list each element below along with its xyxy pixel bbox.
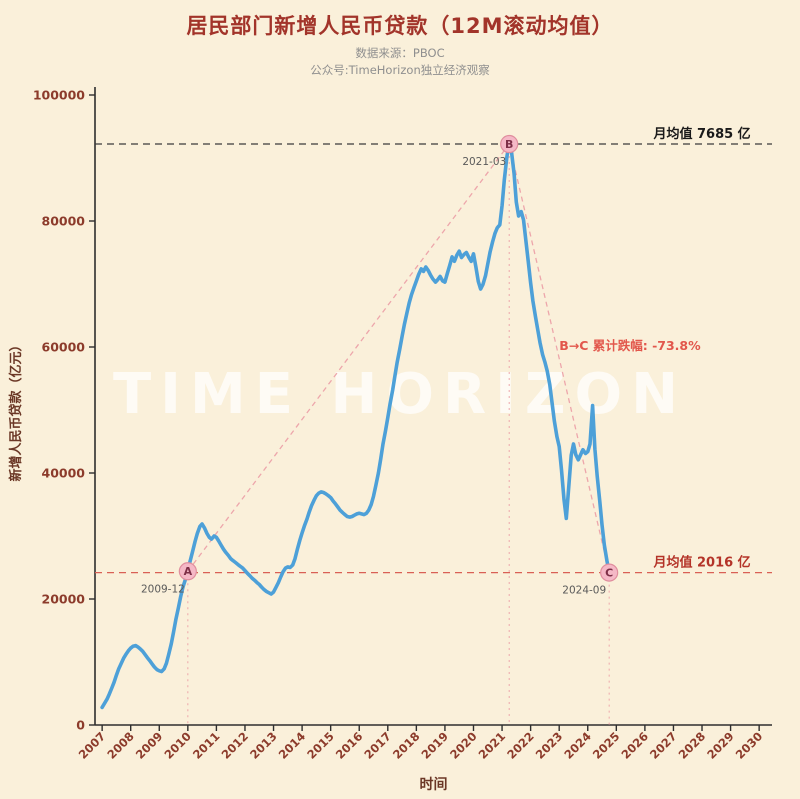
chart-svg: 0200004000060000800001000002007200820092… — [8, 87, 772, 793]
svg-text:2028: 2028 — [676, 730, 709, 763]
svg-text:2018: 2018 — [390, 730, 423, 763]
svg-text:2016: 2016 — [333, 730, 366, 763]
svg-text:B→C 累计跌幅: -73.8%: B→C 累计跌幅: -73.8% — [559, 338, 701, 353]
svg-text:月均值 7685 亿: 月均值 7685 亿 — [652, 126, 750, 142]
svg-text:40000: 40000 — [42, 466, 86, 481]
svg-text:2013: 2013 — [247, 730, 280, 763]
series-line-group — [100, 142, 611, 710]
svg-text:时间: 时间 — [420, 776, 448, 793]
axes-group: 0200004000060000800001000002007200820092… — [8, 87, 772, 793]
trend-lines-group — [187, 143, 610, 574]
svg-text:2024: 2024 — [561, 730, 594, 763]
svg-text:2029: 2029 — [704, 730, 737, 763]
svg-text:月均值 2016 亿: 月均值 2016 亿 — [652, 555, 750, 571]
svg-text:2019: 2019 — [419, 730, 452, 763]
vlines-group — [187, 144, 610, 726]
chart-header: 居民部门新增人民币贷款（12M滚动均值） 数据来源：PBOC 公众号:TimeH… — [0, 0, 800, 78]
annotations-group: B→C 累计跌幅: -73.8% — [559, 338, 701, 353]
svg-text:2027: 2027 — [647, 730, 680, 763]
svg-text:80000: 80000 — [42, 214, 86, 229]
svg-text:2024-09: 2024-09 — [562, 585, 606, 597]
svg-text:2025: 2025 — [590, 730, 623, 763]
svg-text:0: 0 — [76, 718, 85, 733]
svg-text:2012: 2012 — [219, 730, 252, 763]
svg-text:2020: 2020 — [447, 730, 480, 763]
chart-title: 居民部门新增人民币贷款（12M滚动均值） — [186, 14, 614, 38]
svg-text:2009: 2009 — [133, 730, 166, 763]
svg-text:2015: 2015 — [304, 730, 337, 763]
svg-text:2017: 2017 — [361, 730, 394, 763]
svg-text:2021-03: 2021-03 — [462, 156, 506, 168]
markers-group: A 2009-12 B 2021-03 C 2024-09 — [141, 135, 619, 597]
svg-text:60000: 60000 — [42, 340, 86, 355]
svg-text:2011: 2011 — [190, 730, 223, 763]
svg-text:2008: 2008 — [104, 730, 137, 763]
svg-text:20000: 20000 — [42, 592, 86, 607]
svg-text:2022: 2022 — [504, 730, 537, 763]
svg-text:100000: 100000 — [33, 88, 85, 103]
chart-area: TIME HORIZON 0 20000 40000 60000 80000 100000… — [0, 80, 800, 798]
svg-text:2023: 2023 — [533, 730, 566, 763]
svg-text:2007: 2007 — [76, 730, 109, 763]
account-label: 公众号:TimeHorizon独立经济观察 — [310, 62, 490, 77]
svg-text:2030: 2030 — [733, 730, 766, 763]
svg-text:C: C — [605, 567, 613, 580]
svg-text:2026: 2026 — [618, 730, 651, 763]
svg-text:2014: 2014 — [276, 730, 309, 763]
svg-text:新增人民币贷款（亿元）: 新增人民币贷款（亿元） — [8, 339, 24, 482]
svg-text:2009-12: 2009-12 — [141, 584, 185, 596]
data-source-label: 数据来源：PBOC — [355, 46, 445, 60]
svg-text:2010: 2010 — [161, 730, 194, 763]
svg-text:A: A — [184, 565, 193, 578]
svg-text:2021: 2021 — [476, 730, 509, 763]
svg-text:B: B — [505, 138, 513, 151]
